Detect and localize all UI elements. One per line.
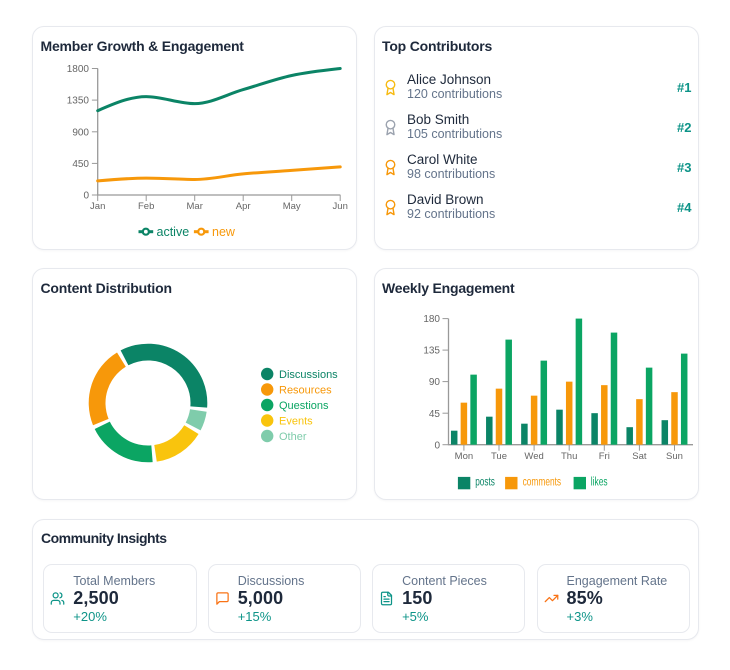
svg-text:Fri: Fri — [598, 451, 609, 462]
svg-text:May: May — [283, 201, 301, 212]
svg-text:Thu: Thu — [561, 451, 577, 462]
svg-text:Wed: Wed — [524, 451, 543, 462]
svg-text:1350: 1350 — [67, 96, 90, 107]
svg-text:Other: Other — [279, 431, 307, 443]
svg-text:1800: 1800 — [67, 64, 90, 75]
svg-text:Resources: Resources — [279, 384, 332, 396]
svg-text:45: 45 — [428, 409, 440, 420]
svg-text:likes: likes — [590, 477, 607, 489]
svg-text:0: 0 — [434, 440, 440, 451]
svg-text:posts: posts — [475, 477, 495, 489]
svg-text:Events: Events — [279, 415, 313, 427]
svg-text:Mon: Mon — [454, 451, 472, 462]
svg-text:Mar: Mar — [187, 201, 203, 212]
svg-text:Sun: Sun — [666, 451, 683, 462]
svg-text:900: 900 — [72, 127, 89, 138]
svg-text:Sat: Sat — [632, 451, 647, 462]
svg-text:Questions: Questions — [279, 400, 329, 412]
svg-text:Jan: Jan — [90, 201, 105, 212]
svg-text:180: 180 — [423, 314, 440, 325]
svg-text:450: 450 — [72, 159, 89, 170]
svg-text:Tue: Tue — [490, 451, 506, 462]
svg-text:Apr: Apr — [236, 201, 251, 212]
svg-text:Discussions: Discussions — [279, 369, 338, 381]
svg-text:Jun: Jun — [333, 201, 348, 212]
svg-text:comments: comments — [522, 477, 561, 489]
svg-text:active: active — [157, 225, 190, 239]
svg-text:Feb: Feb — [138, 201, 154, 212]
svg-text:90: 90 — [428, 377, 440, 388]
svg-text:0: 0 — [83, 191, 89, 202]
svg-text:135: 135 — [423, 346, 440, 357]
svg-text:new: new — [212, 225, 236, 239]
